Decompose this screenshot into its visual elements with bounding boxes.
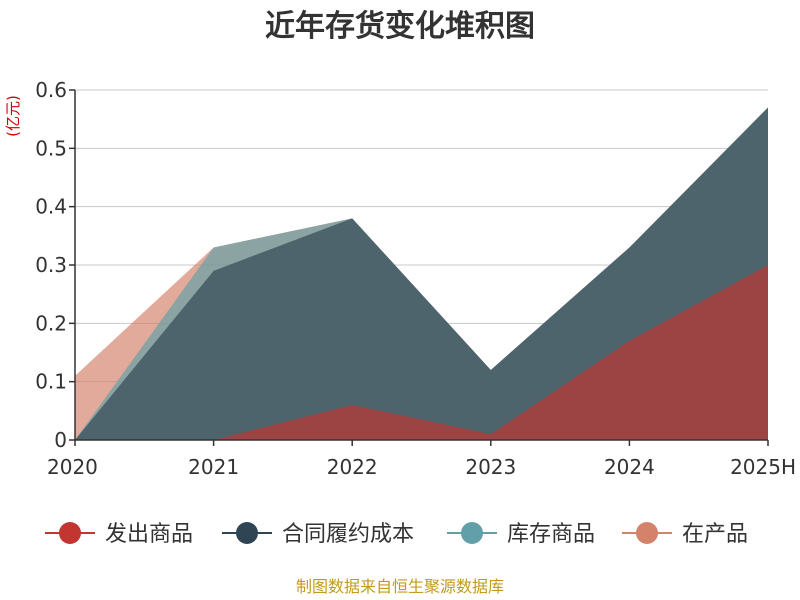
x-tick-label: 2021 xyxy=(188,455,239,479)
x-tick-label: 2020 xyxy=(47,455,98,479)
y-tick-label: 0.3 xyxy=(35,253,67,277)
y-tick-label: 0 xyxy=(54,428,67,452)
x-tick-label: 2025H xyxy=(730,455,796,479)
y-tick-label: 0.1 xyxy=(35,370,67,394)
legend-marker xyxy=(59,522,81,544)
axes: 0 0.1 0.2 0.3 0.4 0.5 0.6 2020 2021 2022 2023 2024 2… xyxy=(35,78,796,479)
chart-title: 近年存货变化堆积图 xyxy=(265,9,535,44)
legend-item[interactable]: 合同履约成本 xyxy=(222,522,414,547)
area-series-2 xyxy=(75,107,768,440)
y-tick-label: 0.2 xyxy=(35,311,67,335)
legend-item[interactable]: 库存商品 xyxy=(447,522,595,547)
x-tick-label: 2024 xyxy=(604,455,655,479)
area-series-layer xyxy=(75,107,768,440)
legend-item[interactable]: 在产品 xyxy=(622,522,748,547)
legend-label: 发出商品 xyxy=(105,522,193,547)
legend-item[interactable]: 发出商品 xyxy=(45,522,193,547)
legend[interactable]: 发出商品 合同履约成本 库存商品 在产品 xyxy=(45,522,748,547)
x-tick-label: 2022 xyxy=(327,455,378,479)
y-unit-label: (亿元) xyxy=(4,95,22,137)
y-tick-label: 0.4 xyxy=(35,195,67,219)
y-tick-label: 0.5 xyxy=(35,136,67,160)
legend-label: 在产品 xyxy=(682,522,748,547)
legend-marker xyxy=(236,522,258,544)
source-note: 制图数据来自恒生聚源数据库 xyxy=(296,577,504,596)
x-tick-label: 2023 xyxy=(465,455,516,479)
y-tick-label: 0.6 xyxy=(35,78,67,102)
legend-marker xyxy=(636,522,658,544)
area-series-3 xyxy=(75,265,768,440)
legend-marker xyxy=(461,522,483,544)
legend-label: 合同履约成本 xyxy=(282,522,414,547)
legend-label: 库存商品 xyxy=(507,522,595,547)
